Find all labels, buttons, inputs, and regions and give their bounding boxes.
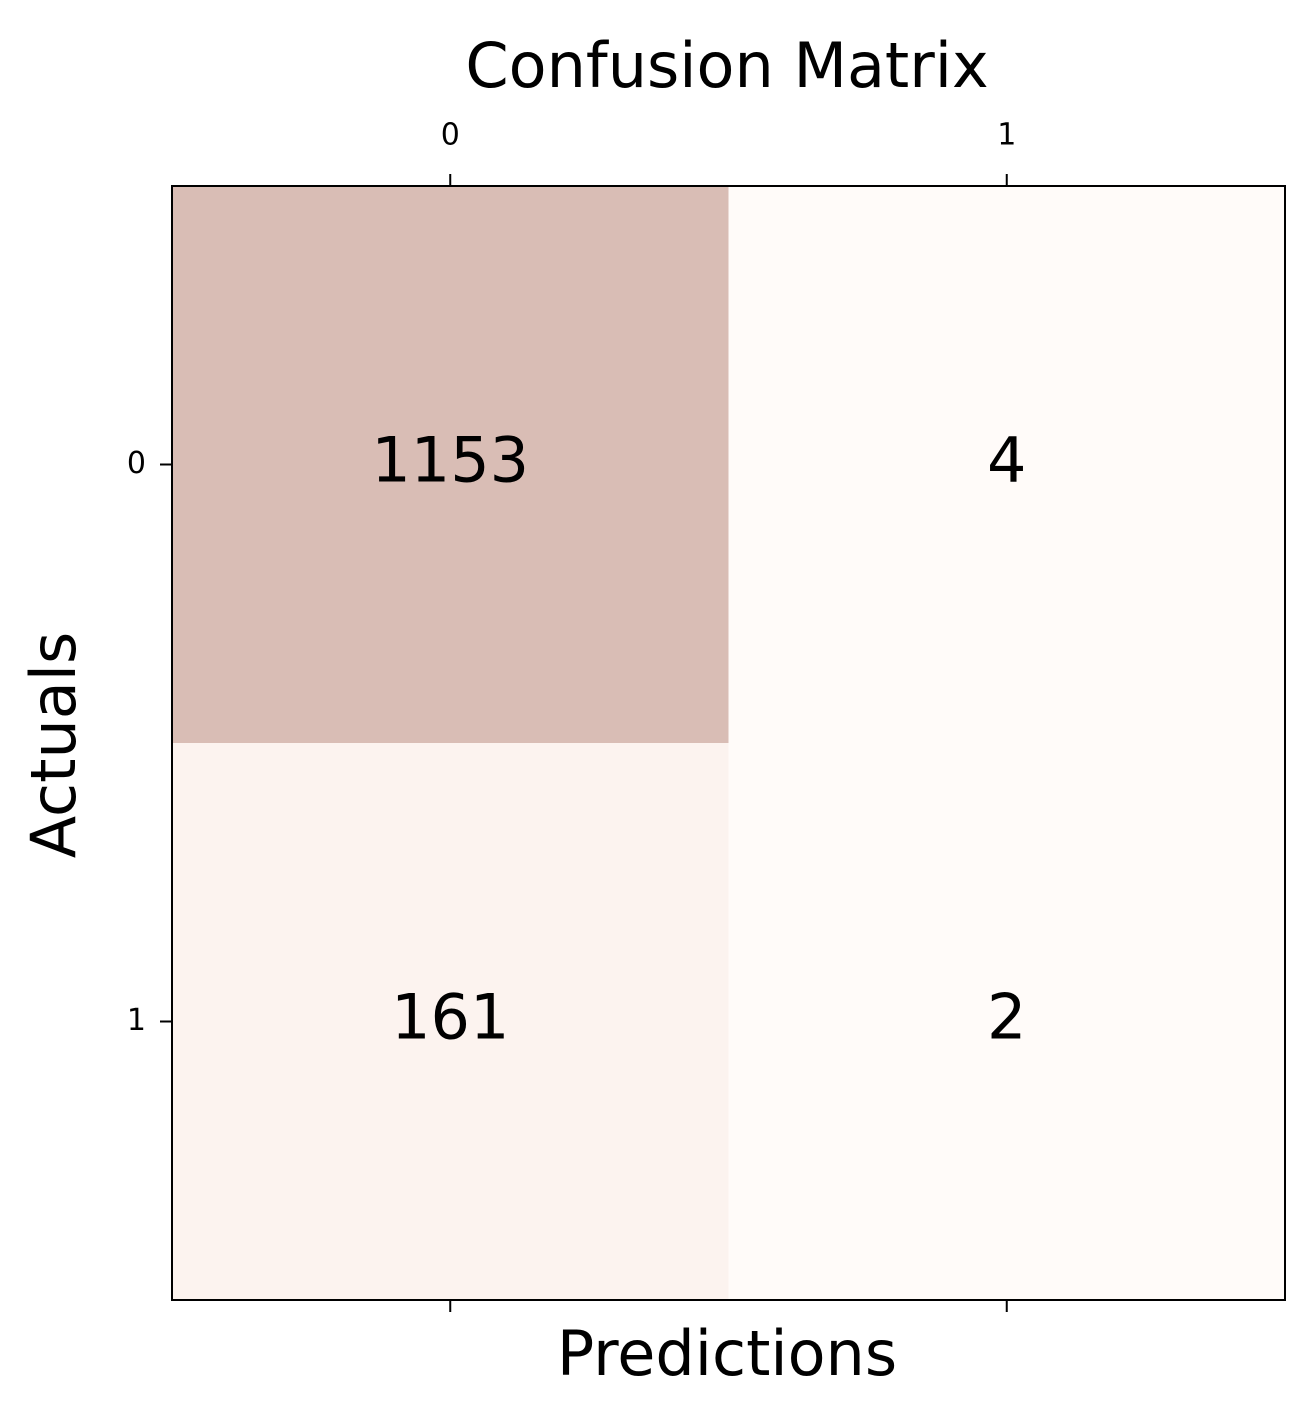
- heatmap-cell: [728, 186, 1286, 744]
- y-tick-label: 0: [127, 446, 146, 481]
- y-tick-label: 1: [127, 1003, 146, 1038]
- cell-value-label: 161: [391, 981, 509, 1054]
- cell-value-label: 4: [987, 424, 1026, 497]
- heatmap-cell: [728, 743, 1286, 1301]
- plot-frame: [171, 185, 1286, 1301]
- x-tick-label: 0: [441, 118, 460, 153]
- x-axis-label: Predictions: [557, 1317, 897, 1390]
- cell-value-label: 1153: [371, 424, 529, 497]
- heatmap-cell: [172, 186, 729, 744]
- heatmap-cell: [172, 743, 729, 1301]
- cell-value-label: 2: [987, 981, 1026, 1054]
- chart-title: Confusion Matrix: [465, 29, 988, 102]
- y-axis-label: Actuals: [17, 632, 90, 859]
- x-tick-label: 1: [997, 118, 1016, 153]
